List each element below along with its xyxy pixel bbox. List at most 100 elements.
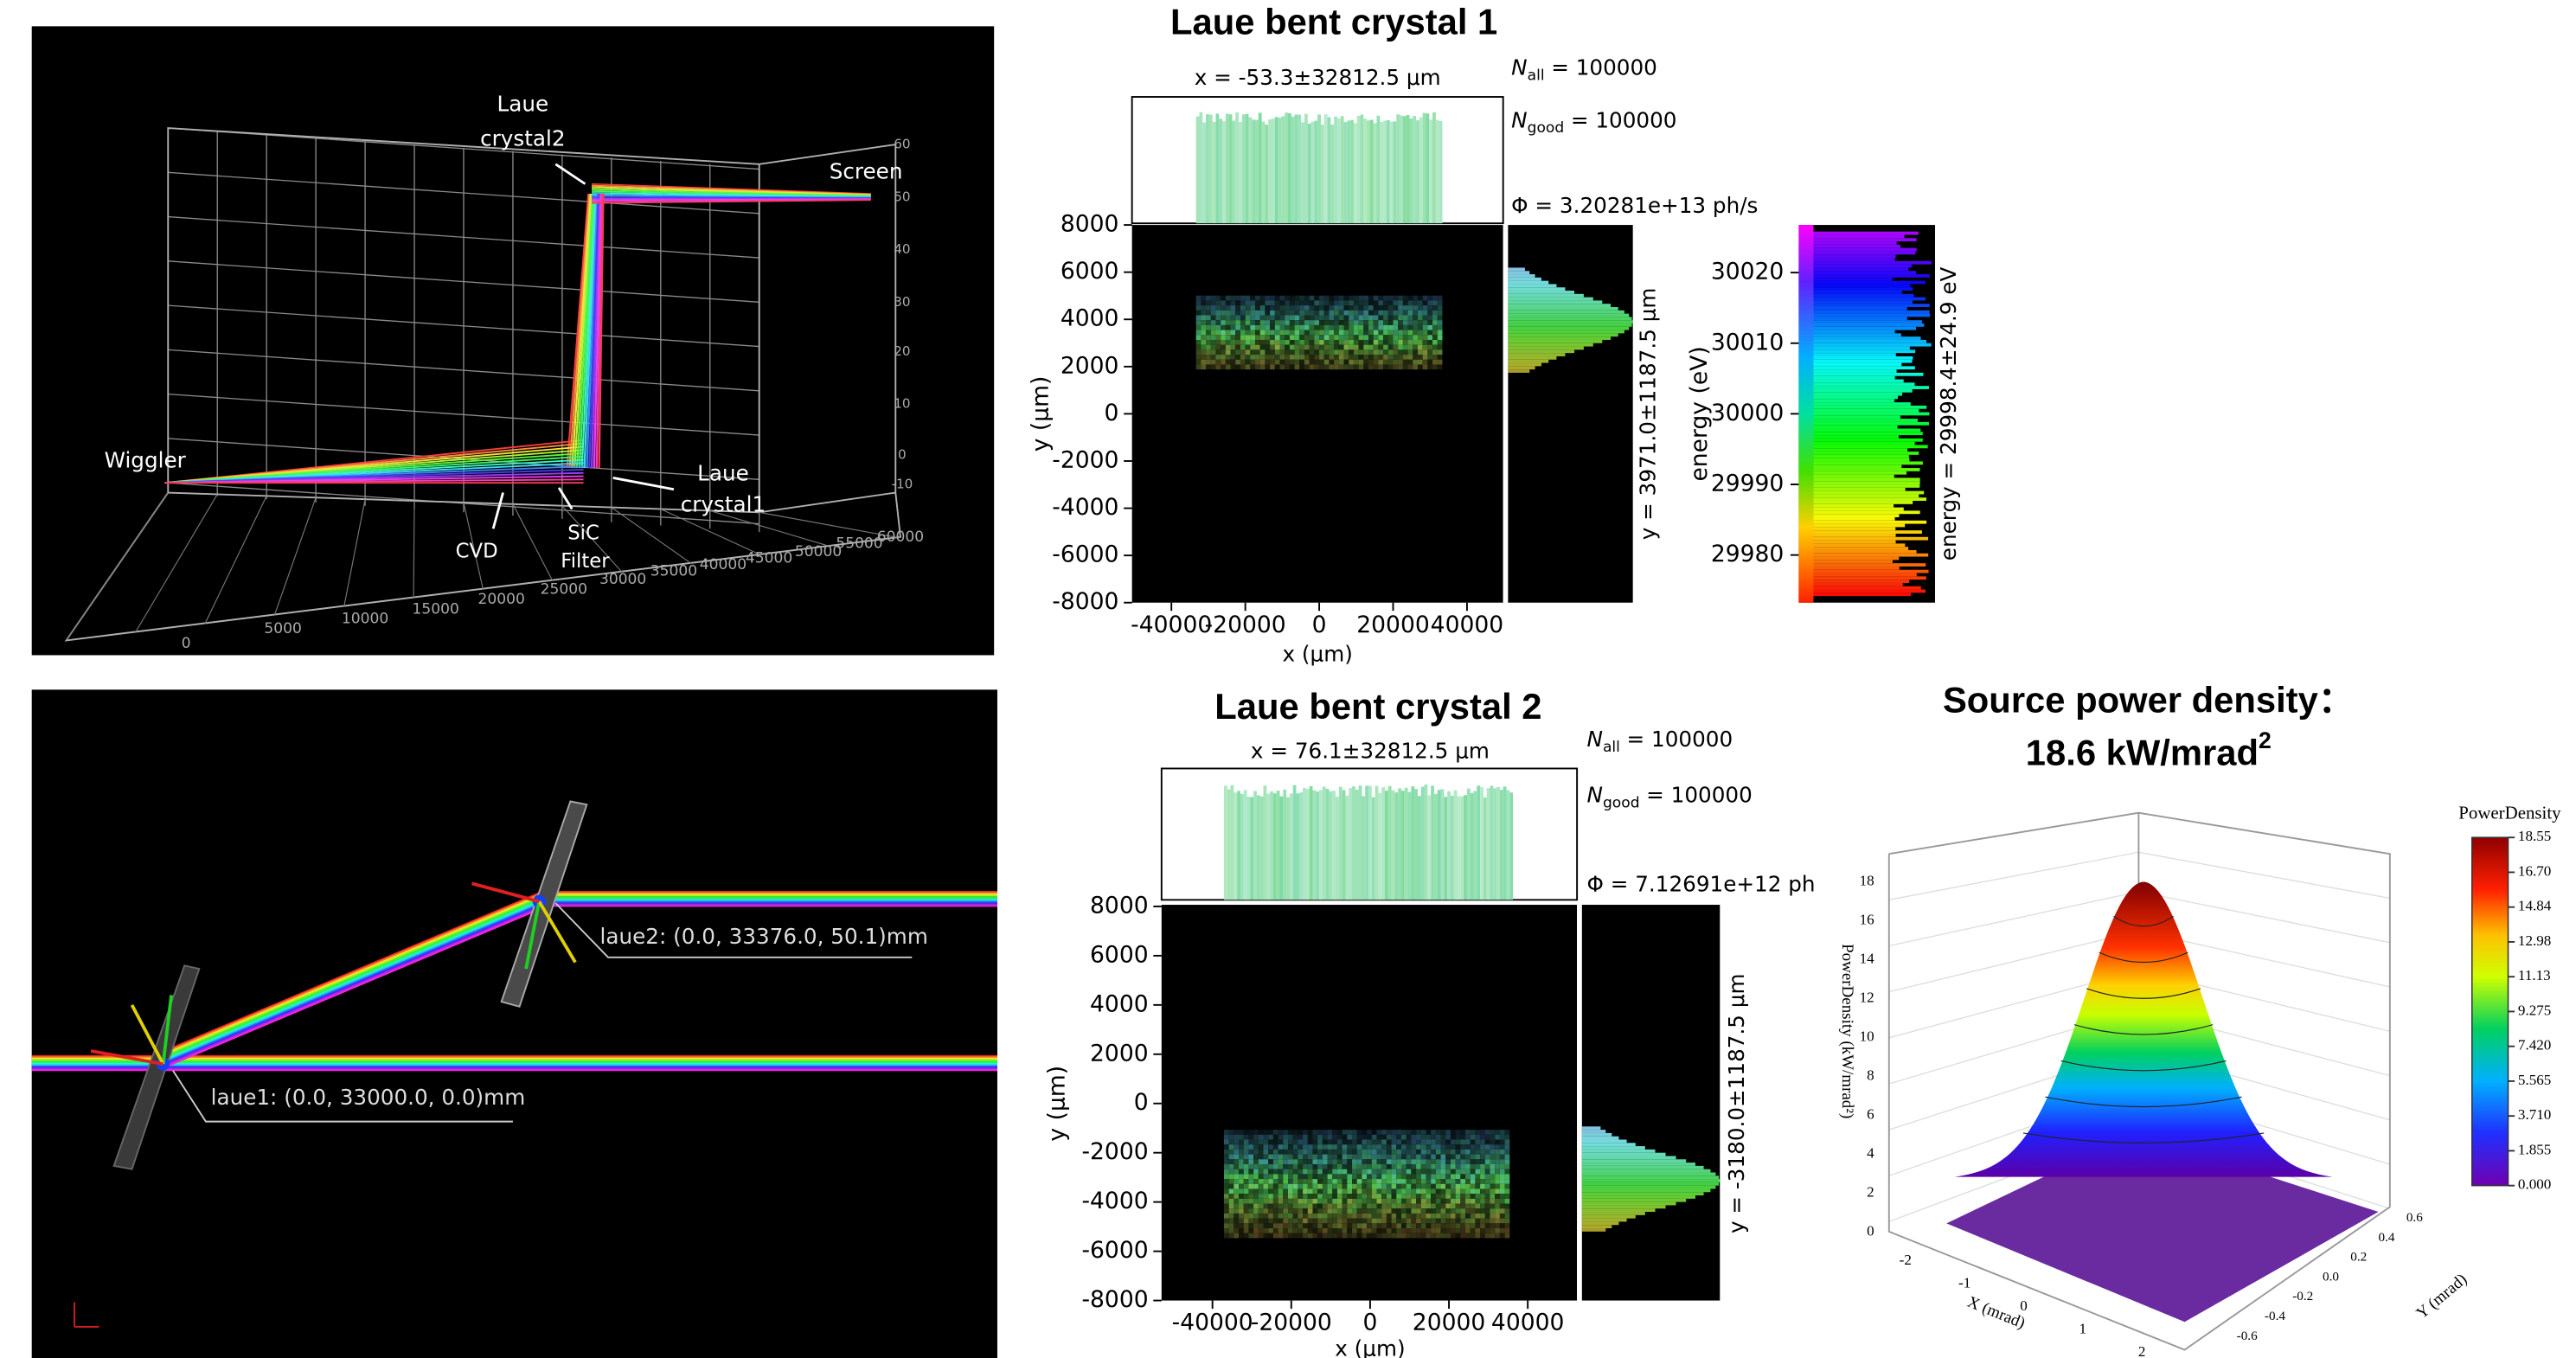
- beam-pixel: [1195, 335, 1201, 340]
- beam-pixel: [1349, 335, 1354, 340]
- histogram-bar: [1490, 785, 1494, 900]
- beam-pixel: [1225, 349, 1231, 356]
- beam-pixel: [1373, 364, 1379, 370]
- beam-pixel: [1342, 1194, 1348, 1199]
- beam-pixel: [1239, 1139, 1244, 1145]
- beam-pixel: [1406, 1228, 1412, 1233]
- ray: [580, 193, 597, 469]
- beam-pixel: [1460, 1223, 1466, 1229]
- y-axis-label: Y (mrad): [2413, 1271, 2471, 1323]
- beam-image: [1223, 1130, 1510, 1239]
- arrow: [491, 492, 504, 529]
- histogram-bar: [1508, 271, 1530, 275]
- beam-pixel: [1387, 300, 1394, 306]
- beam-pixel: [1221, 344, 1226, 350]
- histogram-bar: [1347, 120, 1351, 224]
- beam-pixel: [1243, 1154, 1249, 1160]
- beam-pixel: [1259, 310, 1266, 316]
- z-tick-label: 30: [894, 294, 910, 310]
- histogram-bar: [1508, 291, 1575, 294]
- beam-pixel: [1285, 359, 1290, 365]
- beam-pixel: [1258, 1130, 1264, 1135]
- histogram-bar: [1813, 359, 1913, 363]
- histogram-bar: [1360, 114, 1364, 224]
- beam-pixel: [1450, 1159, 1456, 1164]
- beam-pixel: [1248, 1134, 1254, 1140]
- beam-pixel: [1303, 1134, 1308, 1140]
- beam-pixel: [1278, 1194, 1284, 1199]
- beam-pixel: [1450, 1203, 1456, 1209]
- beam-pixel: [1285, 335, 1290, 340]
- beam-pixel: [1445, 1130, 1451, 1135]
- beam-pixel: [1259, 349, 1266, 356]
- beam-pixel: [1279, 324, 1285, 330]
- beam-pixel: [1201, 359, 1207, 365]
- beam-pixel: [1268, 1194, 1273, 1199]
- beam-pixel: [1499, 1159, 1505, 1164]
- beam-pixel: [1504, 1194, 1510, 1199]
- beam-pixel: [1373, 295, 1379, 301]
- histogram-bar: [1304, 113, 1308, 224]
- beam-pixel: [1312, 1183, 1318, 1189]
- beam-pixel: [1243, 1159, 1249, 1164]
- beam-pixel: [1495, 1233, 1500, 1239]
- beam-pixel: [1223, 1218, 1229, 1224]
- histogram-bar: [1394, 792, 1399, 900]
- beam-pixel: [1225, 310, 1231, 316]
- beam-pixel: [1245, 359, 1251, 365]
- beam-pixel: [1470, 1213, 1476, 1219]
- beam-pixel: [1221, 320, 1226, 325]
- histogram-bar: [1336, 797, 1339, 900]
- beam-pixel: [1319, 359, 1324, 365]
- y-tick-label: -2000: [1081, 1138, 1148, 1165]
- beam-pixel: [1484, 1130, 1490, 1135]
- beam-pixel: [1309, 359, 1315, 365]
- beam-pixel: [1376, 1183, 1382, 1189]
- beam-pixel: [1327, 1169, 1333, 1175]
- beam-pixel: [1309, 344, 1315, 350]
- beam-pixel: [1292, 1208, 1298, 1214]
- beam-pixel: [1383, 295, 1388, 301]
- beam-pixel: [1504, 1179, 1510, 1184]
- beam-pixel: [1304, 330, 1310, 336]
- beam-pixel: [1396, 1159, 1401, 1164]
- beam-pixel: [1411, 1174, 1417, 1180]
- beam-pixel: [1407, 324, 1413, 330]
- beam-pixel: [1288, 1130, 1293, 1135]
- beam-pixel: [1373, 344, 1379, 350]
- beam-pixel: [1402, 310, 1408, 316]
- beam-pixel: [1470, 1218, 1476, 1224]
- beam-pixel: [1235, 315, 1240, 321]
- beam-pixel: [1356, 1218, 1362, 1224]
- y-tick-label: 4000: [1090, 990, 1149, 1017]
- grid-line: [463, 502, 484, 590]
- beam-pixel: [1294, 300, 1300, 306]
- beam-pixel: [1312, 1169, 1318, 1175]
- beam-pixel: [1431, 1198, 1436, 1204]
- beam-pixel: [1363, 364, 1369, 370]
- beam-pixel: [1356, 1233, 1362, 1239]
- histogram-bar: [1813, 313, 1931, 317]
- histogram-bar: [1358, 785, 1362, 900]
- beam-pixel: [1215, 305, 1221, 311]
- beam-pixel: [1332, 1174, 1337, 1180]
- histogram-bar: [1369, 119, 1374, 224]
- scene-label: Screen: [830, 158, 903, 183]
- beam-pixel: [1342, 1188, 1348, 1195]
- histogram-bar: [1310, 121, 1315, 224]
- beam-pixel: [1431, 1149, 1436, 1155]
- beam-pixel: [1391, 1159, 1397, 1164]
- beam-pixel: [1240, 330, 1246, 336]
- beam-pixel: [1283, 1188, 1288, 1195]
- z-tick-label: -10: [891, 477, 913, 492]
- beam-pixel: [1283, 1154, 1288, 1160]
- beam-pixel: [1263, 1159, 1269, 1164]
- beam-pixel: [1352, 1179, 1357, 1184]
- beam-pixel: [1317, 1188, 1323, 1195]
- beam-pixel: [1285, 320, 1290, 325]
- beam-pixel: [1352, 1228, 1357, 1233]
- beam-pixel: [1327, 1134, 1333, 1140]
- beam-pixel: [1309, 295, 1315, 301]
- beam-pixel: [1336, 1203, 1342, 1209]
- histogram-bar: [1493, 788, 1497, 900]
